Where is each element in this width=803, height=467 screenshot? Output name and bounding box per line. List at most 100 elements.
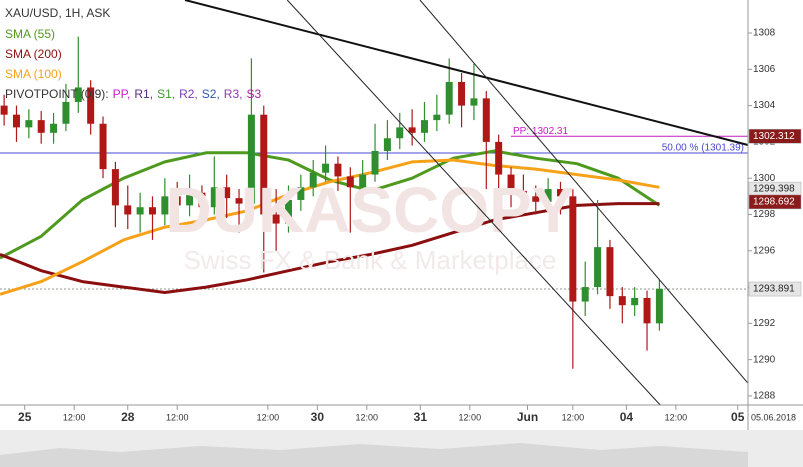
candle-body [408,127,416,133]
price-tag-label: 1299.398 [753,184,795,195]
candle-body [433,114,441,121]
trend-line [286,0,661,406]
legend: XAU/USD, 1H, ASK SMA (55) SMA (200) SMA (1… [5,6,261,101]
y-tick-label: 1304 [753,100,776,111]
candle-body [50,123,58,133]
legend-entry: SMA (200) [5,47,62,61]
candle-body [111,169,119,206]
candle-body [198,192,206,208]
candle-body [161,196,169,215]
candle-body [260,114,268,215]
navigator-area [0,443,748,467]
sma-line [0,202,660,294]
candle-body [359,174,367,188]
candle-body [99,123,107,170]
candle-body [136,207,144,215]
price-tag [748,194,802,210]
pivot-legend-item: R2, [179,87,198,101]
candle-body [594,247,602,288]
candle-body [173,196,181,206]
y-tick-label: 1296 [753,245,776,256]
price-tag-label: 1302.312 [753,131,795,142]
pivot-legend-item: R3, [224,87,243,101]
candle-body [383,138,391,151]
y-tick-label: 1292 [753,318,776,329]
candle-body [284,199,292,224]
level-label: PP: 1302.31 [513,126,568,137]
candle-body [519,190,527,197]
x-tick-label: 28 [121,410,135,424]
candle-body [87,87,95,124]
y-tick-label: 1300 [753,173,776,184]
x-tick-label: 25 [18,410,32,424]
price-tag-label: 1293.891 [753,284,795,295]
candle-body [62,101,70,124]
candle-body [470,98,478,106]
price-tag [748,128,802,144]
x-tick-label: Jun [517,410,538,424]
candle-body [631,297,639,306]
sma-line [0,149,661,260]
legend-entry: SMA (100) [5,67,62,81]
candle-body [420,120,428,133]
candle-body [655,288,663,324]
y-tick-label: 1298 [753,209,776,220]
pivot-legend: PIVOTPOINT (0|9): PP, R1, S1, R2, S2, R3, S3 [5,87,261,101]
candle-body [445,82,453,115]
y-tick-label: 1306 [753,64,776,75]
x-tick-label: 12:00 [356,412,379,422]
plot-area [0,36,748,369]
candle-body [297,187,305,200]
candle-body [569,196,577,302]
sma-line [0,158,660,296]
candle-body [606,247,614,297]
pivot-legend-item: S1, [157,87,175,101]
candle-body [371,150,379,175]
pivot-legend-item: S3 [246,87,261,101]
instrument-label: XAU/USD, 1H, ASK [5,6,110,20]
candle-body [544,189,552,202]
candle-body [556,189,564,197]
candle-body [458,82,466,106]
x-tick-label: 04 [620,410,634,424]
candle-body [247,114,255,204]
x-tick-label: 12:00 [562,412,585,422]
candle-body [12,114,20,128]
candle-body [186,192,194,206]
trend-line [419,0,749,384]
candle-body [482,98,490,142]
x-tick-label: 31 [414,410,428,424]
candle-body [322,163,330,173]
candle-body [581,287,589,302]
price-tag [748,281,802,297]
pivot-legend-item: R1, [134,87,153,101]
candle-body [334,163,342,177]
candle-body [235,198,243,204]
candle-body [309,172,317,188]
candle-body [346,176,354,188]
legend-entry: SMA (55) [5,27,55,41]
watermark: DUKASCOPY [166,174,575,246]
pivot-legend-item: S2, [202,87,220,101]
level-label: 50.00 % (1301.39) [662,143,744,154]
x-tick-label: 12:00 [459,412,482,422]
y-tick-label: 1308 [753,28,776,39]
candle-body [25,120,33,128]
candle-body [74,87,82,102]
x-tick-label: 12:00 [63,412,86,422]
x-tick-label: 12:00 [257,412,280,422]
x-tick-label: 30 [311,410,325,424]
date-label: 05.06.2018 [751,412,796,422]
price-tag-label: 1298.692 [753,197,795,208]
candle-body [618,296,626,306]
candle-body [148,207,156,215]
candle-body [124,205,132,215]
candle-body [396,127,404,139]
y-tick-label: 1288 [753,391,776,402]
trend-line [184,0,749,146]
candle-body [532,196,540,202]
candle-body [0,105,8,115]
pivot-legend-item: PP, [113,87,131,101]
